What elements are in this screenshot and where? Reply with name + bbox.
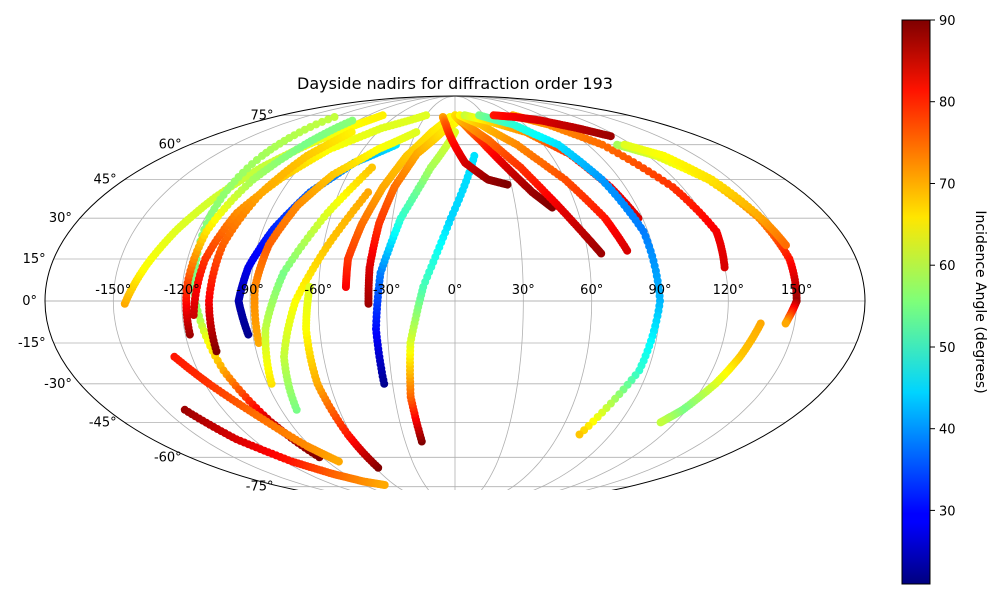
colorbar-label: Incidence Angle (degrees) [972,210,988,393]
chart-title: Dayside nadirs for diffraction order 193 [297,74,613,93]
gridlines [45,95,865,490]
colorbar-tick-label: 90 [939,14,956,29]
lon-tick-label: -150° [95,283,131,298]
colorbar-tick-label: 80 [939,96,956,111]
lat-tick-label: -15° [18,336,46,351]
lon-tick-label: 120° [713,283,744,298]
data-point [348,116,357,125]
data-point [720,263,729,272]
lon-tick-label: -90° [236,283,264,298]
lon-tick-label: 60° [580,283,603,298]
data-point [380,481,389,489]
lon-tick-label: -30° [373,283,401,298]
colorbar-tick-label: 50 [939,341,956,356]
lon-tick-label: -60° [304,283,332,298]
lat-tick-label: -60° [154,450,182,465]
data-point [364,188,373,197]
map-area [45,95,865,490]
lat-tick-label: -45° [89,415,117,430]
lon-tick-label: 30° [512,283,535,298]
lon-tick-label: -120° [164,283,200,298]
data-point [324,115,333,124]
colorbar-tick-label: 70 [939,178,956,193]
data-point [378,111,387,120]
data-point [606,132,615,141]
data-point [623,246,632,255]
data-point [781,319,790,328]
colorbar: 30 40 50 60 70 80 90 Incidence Angle (degrees) [901,14,988,585]
colorbar-tick-label: 30 [939,504,956,519]
data-point [422,111,431,120]
lat-tick-label: -30° [44,377,72,392]
map-outline [44,95,866,490]
data-point [412,128,421,137]
data-point [656,418,665,427]
lat-tick-label: 60° [159,138,182,153]
data-point [330,113,339,121]
lat-tick-label: 30° [49,211,72,226]
data-point [575,430,584,439]
lat-tick-label: 45° [94,173,117,188]
longitude-tick-labels: -150° -120° -90° -60° -30° 0° 30° 60° 90° 120° 150… [95,283,812,298]
data-point [347,128,356,137]
data-point [597,249,606,258]
data-point [368,163,376,172]
latitude-tick-labels: -75° -60° -45° -30° -15° 0° 15° 30° 45° 60° 75° [18,108,274,494]
colorbar-gradient [901,19,931,585]
data-point [470,151,479,160]
colorbar-tick-label: 40 [939,423,956,438]
lon-tick-label: 0° [448,283,463,298]
lat-tick-label: -75° [246,480,274,495]
lat-tick-label: 75° [250,108,273,123]
lat-tick-label: 15° [23,252,46,267]
data-point [334,457,343,466]
lat-tick-label: 0° [22,294,37,309]
lon-tick-label: 150° [781,283,812,298]
data-point [305,283,314,291]
data-point [782,241,790,250]
lon-tick-label: 90° [648,283,671,298]
data-points [120,111,801,489]
colorbar-tick-label: 60 [939,259,956,274]
data-point [503,180,512,189]
colorbar-ticks: 30 40 50 60 70 80 90 [930,14,956,519]
